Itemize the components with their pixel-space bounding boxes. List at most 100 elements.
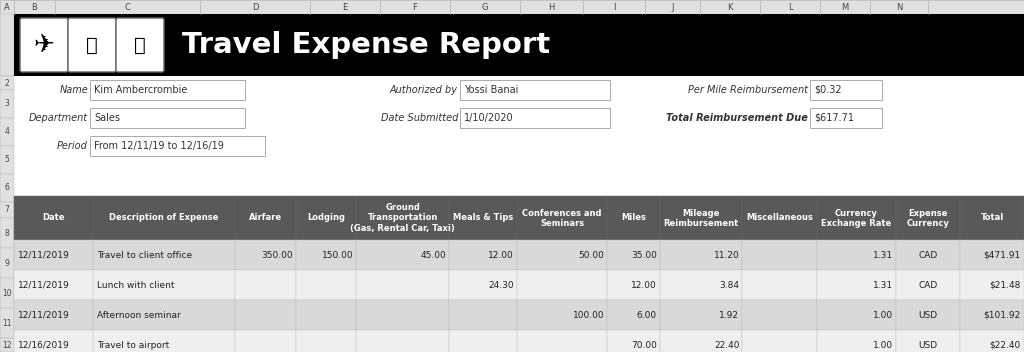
Bar (517, 240, 607, 270)
Text: D: D (252, 2, 258, 12)
Text: E: E (342, 2, 347, 12)
Text: $101.92: $101.92 (984, 310, 1021, 320)
Text: Department: Department (29, 113, 88, 123)
Text: Lunch with client: Lunch with client (97, 281, 175, 289)
Bar (896, 240, 961, 270)
Text: 12/11/2019: 12/11/2019 (18, 281, 70, 289)
Text: C: C (125, 2, 130, 12)
Bar (0, 218, 14, 248)
Bar (817, 300, 896, 330)
Text: Miscellaneous: Miscellaneous (746, 214, 813, 222)
Bar (450, 300, 517, 330)
Text: 3.84: 3.84 (720, 281, 739, 289)
Text: USD: USD (919, 340, 938, 350)
Bar (296, 270, 356, 300)
Bar (961, 240, 1024, 270)
Bar (0, 308, 14, 338)
Bar (14, 330, 93, 352)
Bar (0, 146, 14, 174)
Bar (0, 118, 14, 146)
Bar (90, 80, 245, 100)
Bar (450, 196, 517, 240)
Text: Total Reimbursement Due: Total Reimbursement Due (667, 113, 808, 123)
Text: 24.30: 24.30 (488, 281, 514, 289)
Bar (356, 300, 450, 330)
Text: 🚗: 🚗 (134, 36, 145, 55)
Text: 12.00: 12.00 (487, 251, 514, 259)
Text: 🚋: 🚋 (86, 36, 98, 55)
Text: Exchange Rate: Exchange Rate (821, 219, 892, 227)
Text: 350.00: 350.00 (261, 251, 293, 259)
Text: G: G (481, 2, 488, 12)
Text: 1.00: 1.00 (872, 340, 893, 350)
Bar (450, 330, 517, 352)
Bar (90, 136, 265, 156)
Bar (236, 270, 296, 300)
Text: Name: Name (59, 85, 88, 95)
Text: 1/10/2020: 1/10/2020 (464, 113, 514, 123)
Text: 9: 9 (4, 258, 9, 268)
Text: CAD: CAD (919, 251, 938, 259)
Bar (961, 300, 1024, 330)
Text: USD: USD (919, 310, 938, 320)
Text: 12/16/2019: 12/16/2019 (18, 340, 70, 350)
Bar (517, 330, 607, 352)
Text: ✈: ✈ (34, 33, 54, 57)
Bar (356, 240, 450, 270)
Bar (517, 196, 607, 240)
Text: Per Mile Reimbursement: Per Mile Reimbursement (688, 85, 808, 95)
Text: 4: 4 (4, 127, 9, 137)
Text: Airfare: Airfare (249, 214, 282, 222)
Bar (961, 196, 1024, 240)
Text: 1.00: 1.00 (872, 310, 893, 320)
Text: Total: Total (980, 214, 1004, 222)
Text: $0.32: $0.32 (814, 85, 842, 95)
Bar (607, 300, 659, 330)
Text: 1.92: 1.92 (720, 310, 739, 320)
Bar (742, 300, 817, 330)
Text: Sales: Sales (94, 113, 120, 123)
Bar (14, 270, 93, 300)
Bar (896, 270, 961, 300)
Text: F: F (413, 2, 418, 12)
Text: 6.00: 6.00 (637, 310, 656, 320)
Bar (356, 270, 450, 300)
Bar (296, 196, 356, 240)
Text: 10: 10 (2, 289, 12, 297)
Bar (460, 80, 610, 100)
Text: Date Submitted: Date Submitted (381, 113, 458, 123)
Text: Currency: Currency (906, 219, 949, 227)
Text: Travel to airport: Travel to airport (97, 340, 169, 350)
Text: 1.31: 1.31 (872, 281, 893, 289)
Text: Reimbursement: Reimbursement (664, 219, 738, 227)
Bar (93, 300, 236, 330)
Bar (659, 300, 742, 330)
Bar (742, 240, 817, 270)
Bar (817, 240, 896, 270)
Bar (810, 108, 882, 128)
Text: Description of Expense: Description of Expense (110, 214, 219, 222)
Bar (0, 174, 14, 202)
Text: 150.00: 150.00 (322, 251, 353, 259)
Text: 3: 3 (4, 100, 9, 108)
Bar (14, 240, 93, 270)
FancyBboxPatch shape (116, 18, 164, 72)
Text: I: I (612, 2, 615, 12)
Text: L: L (787, 2, 793, 12)
Bar (817, 270, 896, 300)
Text: 12/11/2019: 12/11/2019 (18, 310, 70, 320)
Bar (93, 330, 236, 352)
Text: 1.31: 1.31 (872, 251, 893, 259)
Text: 35.00: 35.00 (631, 251, 656, 259)
Text: H: H (548, 2, 555, 12)
Text: Kim Ambercrombie: Kim Ambercrombie (94, 85, 187, 95)
Bar (296, 330, 356, 352)
Bar (0, 76, 14, 90)
Bar (356, 330, 450, 352)
Bar (742, 330, 817, 352)
Text: 12/11/2019: 12/11/2019 (18, 251, 70, 259)
Bar (0, 90, 14, 118)
Bar (961, 270, 1024, 300)
Bar (607, 196, 659, 240)
FancyBboxPatch shape (68, 18, 116, 72)
